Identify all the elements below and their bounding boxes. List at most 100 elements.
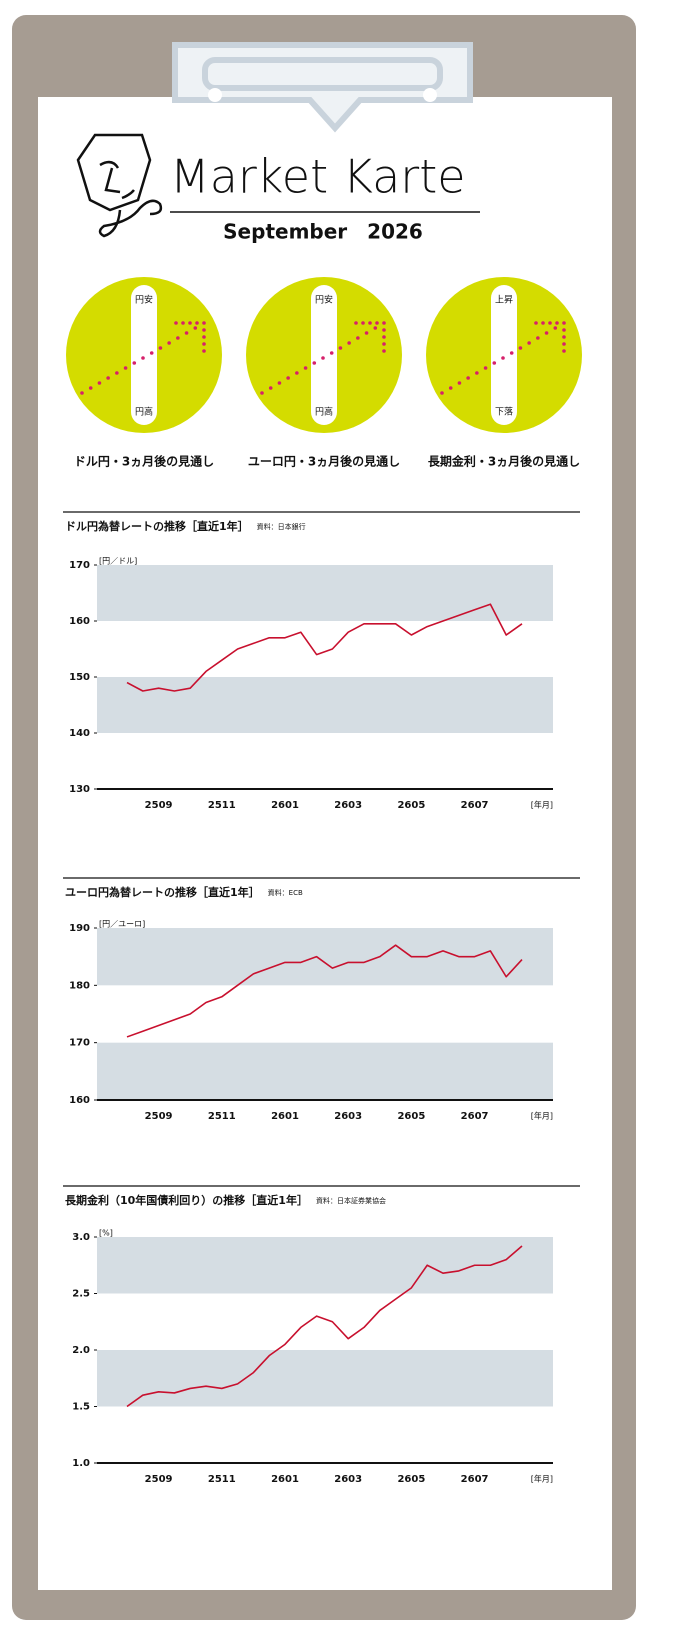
charts: ドル円為替レートの推移［直近1年］ 資料：日本銀行 130 140 150 160 170 [… <box>63 511 580 1485</box>
arrow-dot <box>195 321 199 325</box>
x-tick-label: 2607 <box>461 1474 489 1485</box>
arrow-dot <box>202 349 206 353</box>
arrow-dot <box>115 371 119 375</box>
arrow-dot <box>534 321 538 325</box>
header-date: September 2026 <box>223 220 423 244</box>
x-tick-label: 2509 <box>145 1474 173 1485</box>
outlook-bottom: 円高 <box>315 406 333 418</box>
arrow-dot <box>562 328 566 332</box>
arrow-dot <box>382 335 386 339</box>
arrow-dot <box>448 386 453 390</box>
arrow-dot <box>181 321 185 325</box>
arrow-dot <box>149 351 154 355</box>
y-tick-label: 150 <box>69 672 90 683</box>
band <box>97 565 553 621</box>
chart-title: 長期金利（10年国債利回り）の推移［直近1年］ <box>65 1193 308 1207</box>
chart-title: ユーロ円為替レートの推移［直近1年］ <box>65 885 260 899</box>
outlook-band <box>311 285 337 425</box>
arrow-dot <box>475 371 479 375</box>
arrow-dot <box>527 341 531 345</box>
arrow-dot <box>382 328 386 332</box>
arrow-dot <box>483 366 488 370</box>
outlook-band <box>491 285 517 425</box>
chart: ドル円為替レートの推移［直近1年］ 資料：日本銀行 130 140 150 160 170 [… <box>63 511 580 811</box>
arrow-dot <box>518 346 523 350</box>
outlook-caption: 長期金利・3ヵ月後の見通し <box>428 454 580 469</box>
y-tick-label: 3.0 <box>72 1232 90 1243</box>
arrow-dot <box>184 331 189 335</box>
y-tick-label: 1.0 <box>72 1458 90 1469</box>
x-tick-label: 2605 <box>397 1111 425 1122</box>
outlook-bottom: 円高 <box>135 406 153 418</box>
data-line <box>126 1245 523 1408</box>
y-unit: [%] <box>99 1229 113 1238</box>
arrow-dot <box>457 381 462 385</box>
arrow-dot <box>368 321 372 325</box>
arrow-dot <box>158 346 163 350</box>
arrow-dot <box>541 321 545 325</box>
chart-source: 資料：日本銀行 <box>257 522 306 531</box>
arrow-dot <box>188 321 192 325</box>
x-tick-label: 2511 <box>208 1474 236 1485</box>
outlook-top: 上昇 <box>495 295 513 306</box>
arrow-dot <box>553 326 558 330</box>
arrow-dot <box>202 328 206 332</box>
arrow-dot <box>202 335 206 339</box>
arrow-dot <box>492 361 497 365</box>
arrow-dot <box>167 341 171 345</box>
chart: ユーロ円為替レートの推移［直近1年］ 資料：ECB 160 170 180 190 [円／ユ… <box>63 877 580 1122</box>
arrow-dot <box>123 366 128 370</box>
x-tick-label: 2605 <box>397 800 425 811</box>
arrow-dot <box>562 321 566 325</box>
chart-source: 資料：日本証券業協会 <box>316 1196 386 1205</box>
logo <box>76 133 163 238</box>
x-tick-label: 2605 <box>397 1474 425 1485</box>
x-tick-label: 2603 <box>334 800 362 811</box>
band <box>97 1350 553 1407</box>
arrow-dot <box>555 321 559 325</box>
y-tick-label: 2.5 <box>72 1289 90 1300</box>
arrow-dot <box>361 321 365 325</box>
y-tick-label: 170 <box>69 560 90 571</box>
arrow-dot <box>202 321 206 325</box>
arrow-dot <box>312 361 317 365</box>
arrow-dot <box>321 356 325 360</box>
clip <box>172 42 473 133</box>
arrow-dot <box>536 336 540 340</box>
arrow-dot <box>329 351 334 355</box>
arrow-dot <box>354 321 358 325</box>
arrow-dot <box>176 336 180 340</box>
arrow-dot <box>174 321 178 325</box>
y-tick-label: 1.5 <box>72 1402 90 1413</box>
chart: 長期金利（10年国債利回り）の推移［直近1年］ 資料：日本証券業協会 1.0 1.5 2… <box>63 1185 580 1485</box>
x-tick-label: 2601 <box>271 1474 299 1485</box>
arrow-dot <box>202 342 206 346</box>
y-tick-label: 160 <box>69 616 90 627</box>
band <box>97 677 553 733</box>
x-tick-label: 2601 <box>271 1111 299 1122</box>
x-tick-label: 2607 <box>461 800 489 811</box>
outlook-top: 円安 <box>315 294 333 306</box>
data-line <box>126 603 523 692</box>
y-unit: [円／ユーロ] <box>99 920 145 929</box>
arrow-dot <box>347 341 351 345</box>
x-tick-label: 2509 <box>145 800 173 811</box>
y-tick-label: 170 <box>69 1038 90 1049</box>
arrow-dot <box>544 331 549 335</box>
outlook-top: 円安 <box>135 294 153 306</box>
outlook-caption: ドル円・3ヵ月後の見通し <box>74 454 214 469</box>
arrow-dot <box>509 351 514 355</box>
arrow-dot <box>338 346 343 350</box>
arrow-dot <box>260 391 264 395</box>
y-unit: [円／ドル] <box>99 557 137 566</box>
arrow-dot <box>268 386 273 390</box>
chart-title: ドル円為替レートの推移［直近1年］ <box>65 519 249 533</box>
arrow-dot <box>562 335 566 339</box>
arrow-dot <box>382 349 386 353</box>
arrow-dot <box>356 336 360 340</box>
arrow-dot <box>440 391 444 395</box>
x-tick-label: 2607 <box>461 1111 489 1122</box>
